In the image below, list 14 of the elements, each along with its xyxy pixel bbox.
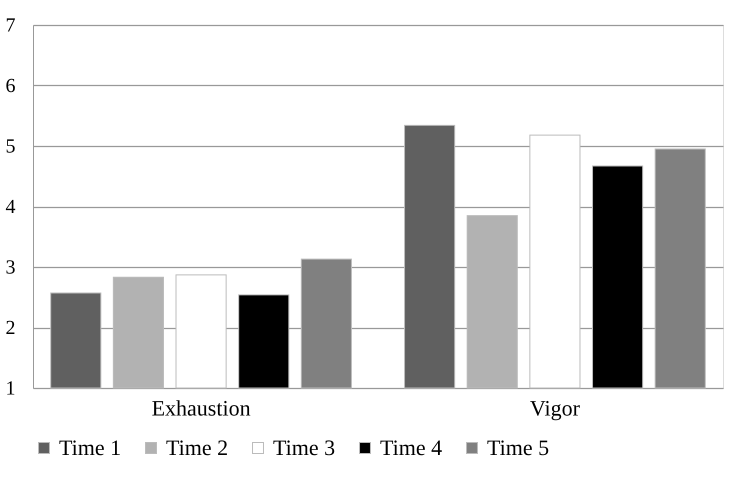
legend-label: Time 1: [59, 435, 122, 460]
y-tick-label: 2: [6, 317, 16, 339]
y-tick-label: 6: [6, 75, 16, 97]
legend-label: Time 3: [273, 435, 336, 460]
legend-label: Time 4: [380, 435, 442, 460]
x-tick-label: Vigor: [530, 396, 581, 420]
y-tick-label: 4: [6, 196, 16, 218]
legend-label: Time 5: [487, 435, 550, 460]
y-tick-label: 5: [6, 136, 16, 158]
legend-label: Time 2: [166, 435, 228, 460]
y-tick-label: 1: [6, 378, 16, 400]
x-tick-label: Exhaustion: [152, 396, 251, 420]
y-tick-label: 3: [6, 256, 16, 278]
y-tick-label: 7: [6, 14, 16, 36]
